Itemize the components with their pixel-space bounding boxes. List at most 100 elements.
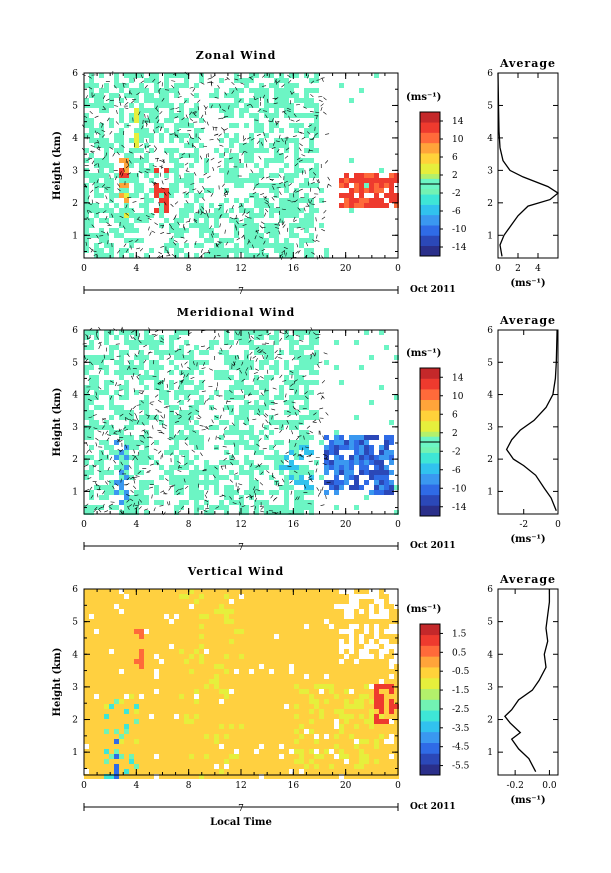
profile-x-tick-label: -2 — [519, 520, 528, 530]
colorbar-swatch — [420, 132, 440, 144]
profile-title: Average — [499, 573, 556, 586]
y-tick-label: 6 — [72, 69, 78, 79]
colorbar-swatch — [420, 699, 440, 711]
colorbar-tick-label: -4.5 — [452, 743, 470, 753]
y-tick-label: 6 — [72, 326, 78, 336]
wind-arrows — [82, 326, 331, 516]
y-tick-label: 3 — [72, 683, 78, 693]
x-tick-label: 0 — [81, 264, 87, 274]
colorbar-swatch — [420, 420, 440, 432]
profile-frame — [497, 72, 559, 259]
y-tick-label: 1 — [72, 231, 78, 241]
colorbar-tick-label: 14 — [452, 117, 464, 127]
colorbar-swatch — [420, 142, 440, 154]
profile-x-tick-label: 2 — [515, 264, 521, 274]
colorbar-swatch — [420, 389, 440, 401]
x-tick-label: 8 — [186, 264, 192, 274]
panel-title: Zonal Wind — [196, 49, 277, 62]
profile-title: Average — [499, 57, 556, 70]
colorbar-tick-label: 2 — [452, 171, 458, 181]
colorbar-swatch — [420, 753, 440, 765]
colorbar-swatch — [420, 494, 440, 506]
heatmap-cells — [84, 73, 399, 258]
colorbar-tick-label: 14 — [452, 373, 464, 383]
colorbar-swatch — [420, 484, 440, 496]
y-axis-label: Height (km) — [52, 131, 63, 200]
heatmap-cells — [84, 330, 399, 515]
profile-y-tick-label: 6 — [487, 326, 493, 336]
wind-arrows — [81, 71, 332, 260]
colorbar-tick-label: 6 — [452, 153, 458, 163]
colorbar-tick-label: 1.5 — [452, 629, 467, 639]
colorbar-tick-label: -2 — [452, 189, 461, 199]
profile-y-tick-label: 1 — [487, 231, 493, 241]
x-tick-label: 0 — [81, 781, 87, 791]
y-axis-label: Height (km) — [52, 648, 63, 717]
colorbar-swatch — [420, 688, 440, 700]
colorbar-swatch — [420, 184, 440, 195]
colorbar-swatch — [420, 153, 440, 164]
profile-y-tick-label: 3 — [487, 166, 493, 176]
colorbar-tick-label: -3.5 — [452, 724, 470, 734]
colorbar: 14 10 6 2 -2 -6 -10 -14 (ms⁻¹) — [406, 348, 467, 517]
x-tick-label: 16 — [288, 264, 300, 274]
colorbar-swatch — [420, 225, 440, 236]
colorbar-swatch — [420, 624, 440, 636]
x-tick-label: 12 — [235, 264, 246, 274]
profile-y-tick-label: 6 — [487, 69, 493, 79]
y-tick-label: 1 — [72, 748, 78, 758]
profile-x-label: (ms⁻¹) — [510, 278, 545, 289]
colorbar-swatch — [420, 399, 440, 411]
profile-y-tick-label: 5 — [487, 358, 493, 368]
profile-y-tick-label: 4 — [487, 650, 493, 660]
y-tick-label: 4 — [72, 391, 78, 401]
panel-title: Vertical Wind — [187, 565, 284, 578]
colorbar-tick-label: -10 — [452, 225, 467, 235]
x-tick-label: 16 — [288, 781, 300, 791]
colorbar-swatch — [420, 235, 440, 247]
y-tick-label: 5 — [72, 101, 78, 111]
profile-x-tick-label: 0 — [495, 264, 501, 274]
colorbar-tick-label: -6 — [452, 466, 461, 476]
x-tick-label: 20 — [340, 520, 352, 530]
y-tick-label: 2 — [72, 455, 78, 465]
profile-x-tick-label: 0.0 — [542, 781, 557, 791]
colorbar-tick-label: 10 — [452, 392, 464, 402]
profile-y-tick-label: 6 — [487, 585, 493, 595]
colorbar-swatch — [420, 194, 440, 205]
y-tick-label: 3 — [72, 423, 78, 433]
profile-x-tick-label: 0 — [555, 520, 561, 530]
colorbar-tick-label: -6 — [452, 207, 461, 217]
y-tick-label: 4 — [72, 650, 78, 660]
x-tick-label: 8 — [186, 520, 192, 530]
colorbar-swatch — [420, 214, 440, 226]
profile-y-tick-label: 5 — [487, 101, 493, 111]
profile-y-tick-label: 3 — [487, 423, 493, 433]
profile-title: Average — [499, 314, 556, 327]
y-tick-label: 5 — [72, 358, 78, 368]
colorbar-swatch — [420, 721, 440, 733]
colorbar-tick-label: -14 — [452, 503, 467, 513]
colorbar-swatch — [420, 710, 440, 722]
colorbar-tick-label: -10 — [452, 484, 467, 494]
colorbar-swatch — [420, 112, 440, 123]
colorbar-unit: (ms⁻¹) — [406, 604, 441, 615]
x-tick-label: 0 — [395, 264, 401, 274]
colorbar-swatch — [420, 245, 440, 257]
profile-panel: Average 1 2 3 4 5 6 -0.2 0.0 (ms⁻¹) — [487, 573, 559, 806]
date-label: Oct 2011 — [410, 802, 456, 812]
profile-y-tick-label: 3 — [487, 683, 493, 693]
profile-y-tick-label: 2 — [487, 199, 493, 209]
colorbar-swatch — [420, 378, 440, 390]
profile-frame — [497, 588, 559, 776]
colorbar-swatch — [420, 410, 440, 422]
x-tick-label: 0 — [395, 781, 401, 791]
y-tick-label: 5 — [72, 618, 78, 628]
colorbar-tick-label: -1.5 — [452, 686, 470, 696]
profile-y-tick-label: 4 — [487, 134, 493, 144]
profile-x-tick-label: 4 — [535, 264, 541, 274]
colorbar: 14 10 6 2 -2 -6 -10 -14 (ms⁻¹) — [406, 92, 467, 257]
y-tick-label: 2 — [72, 716, 78, 726]
